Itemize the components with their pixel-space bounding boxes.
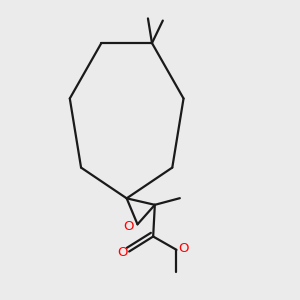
Text: O: O <box>124 220 134 232</box>
Text: O: O <box>117 246 128 259</box>
Text: O: O <box>178 242 189 255</box>
